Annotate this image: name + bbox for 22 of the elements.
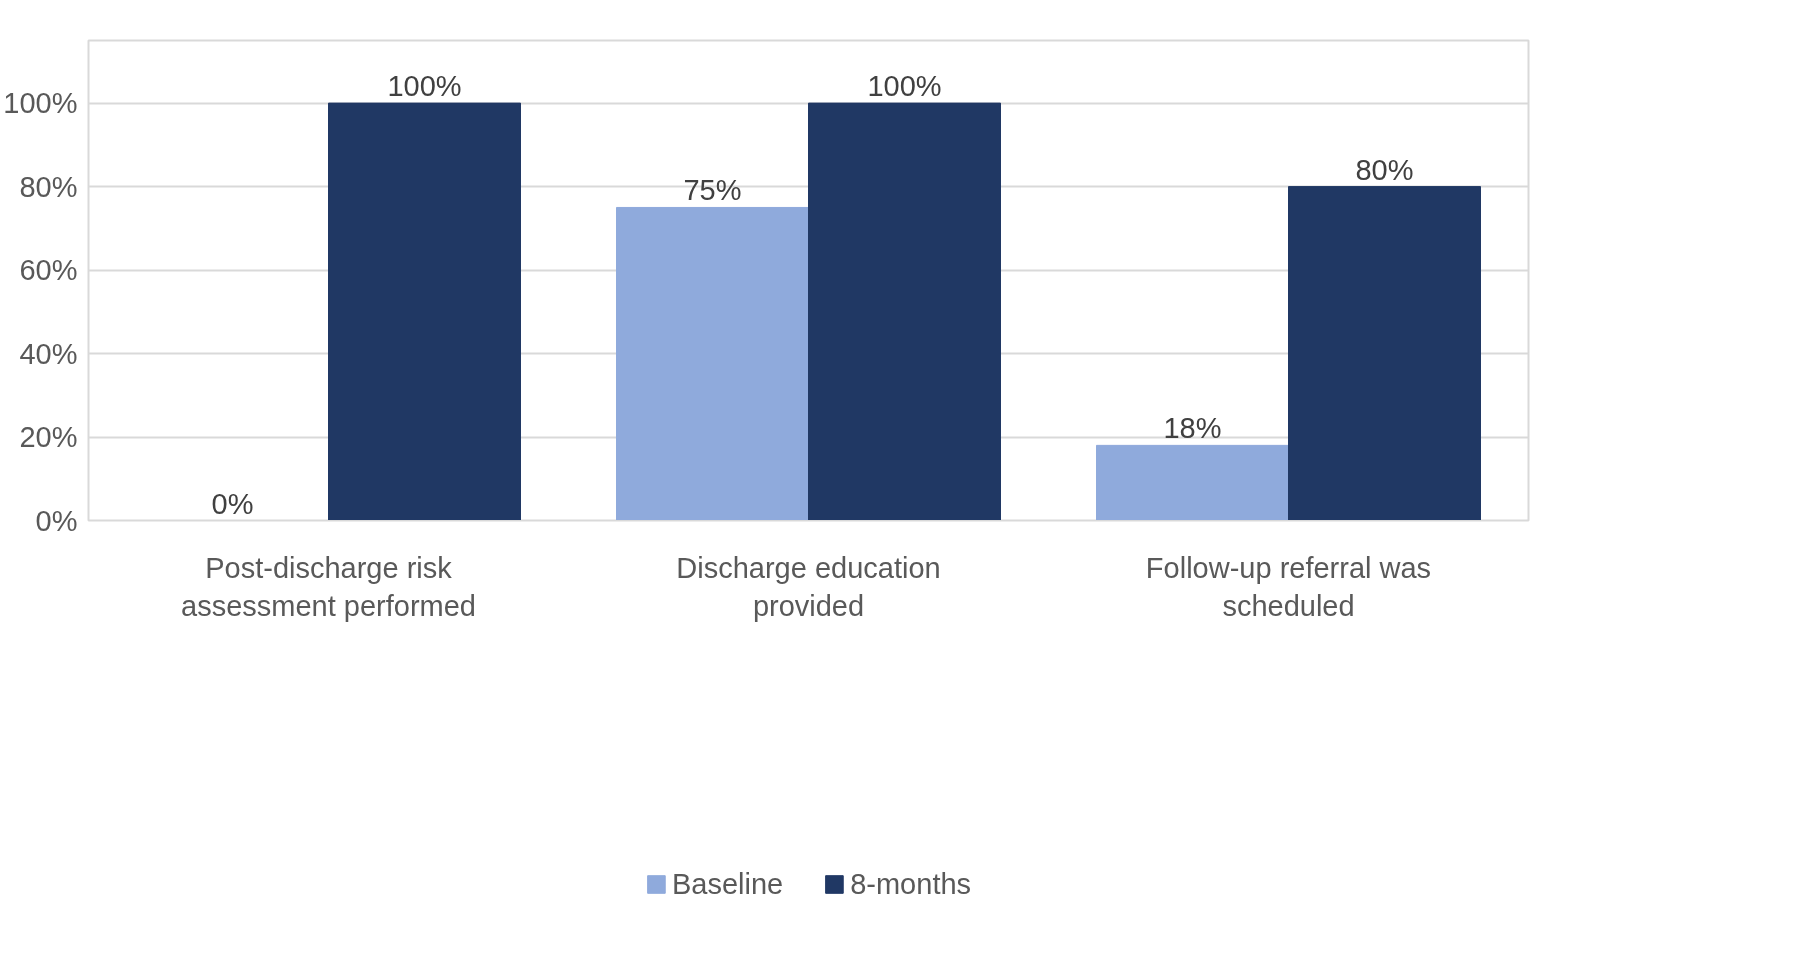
x-tick-label: Follow-up referral was scheduled — [1145, 551, 1432, 622]
data-label: 80% — [1355, 153, 1414, 186]
bar — [616, 206, 809, 521]
bar — [328, 102, 521, 521]
x-tick-label: Discharge education provided — [676, 551, 941, 622]
data-label: 100% — [867, 70, 942, 103]
y-tick-label: 60% — [19, 254, 78, 287]
x-tick-label: Post-discharge risk assessment performed — [181, 551, 476, 622]
data-label: 18% — [1163, 412, 1222, 445]
y-tick-label: 100% — [3, 87, 78, 120]
y-tick-label: 80% — [19, 170, 78, 203]
y-tick-label: 0% — [35, 504, 78, 537]
y-tick-label: 40% — [19, 337, 78, 370]
y-tick-label: 20% — [19, 421, 78, 454]
bar — [1288, 186, 1481, 521]
bar — [808, 102, 1001, 521]
legend-label: 8-months — [850, 867, 972, 901]
data-label: 75% — [683, 174, 742, 207]
data-label: 100% — [387, 70, 462, 103]
data-label: 0% — [211, 487, 254, 520]
legend-label: Baseline — [671, 867, 784, 901]
bar — [1096, 444, 1289, 521]
